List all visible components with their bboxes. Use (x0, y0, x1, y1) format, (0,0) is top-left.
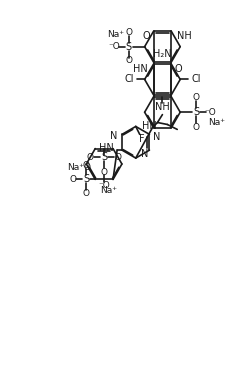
Text: ⁻O: ⁻O (98, 181, 109, 190)
Text: NH: NH (176, 31, 191, 41)
Text: Cl: Cl (123, 74, 133, 84)
Text: N: N (153, 132, 160, 142)
Text: Na⁺: Na⁺ (207, 118, 224, 127)
Text: O: O (82, 161, 90, 170)
Text: NH: NH (154, 102, 169, 112)
Text: Na⁺: Na⁺ (107, 30, 124, 39)
Text: N: N (109, 131, 117, 141)
Text: ⁻O: ⁻O (203, 108, 215, 117)
Text: F: F (138, 134, 144, 144)
Text: HN: HN (99, 143, 114, 153)
Text: O: O (125, 56, 132, 65)
Text: HN: HN (133, 64, 147, 74)
Text: O: O (114, 153, 121, 162)
Text: O: O (192, 123, 199, 131)
Text: O: O (142, 31, 150, 41)
Text: S: S (192, 107, 198, 117)
Text: S: S (101, 153, 107, 162)
Text: O: O (69, 175, 76, 184)
Text: O: O (82, 189, 90, 198)
Text: H₂N: H₂N (153, 49, 171, 59)
Text: O: O (86, 153, 93, 162)
Text: O: O (125, 28, 132, 37)
Text: ⁻O: ⁻O (108, 42, 119, 51)
Text: Na⁺: Na⁺ (100, 185, 117, 195)
Text: S: S (125, 42, 131, 52)
Text: O: O (192, 93, 199, 102)
Text: O: O (100, 168, 107, 177)
Text: S: S (83, 174, 89, 184)
Text: Na⁺O: Na⁺O (67, 163, 91, 172)
Text: Cl: Cl (191, 74, 200, 84)
Text: O: O (174, 64, 181, 74)
Text: N: N (140, 149, 147, 159)
Text: HN: HN (142, 122, 156, 131)
